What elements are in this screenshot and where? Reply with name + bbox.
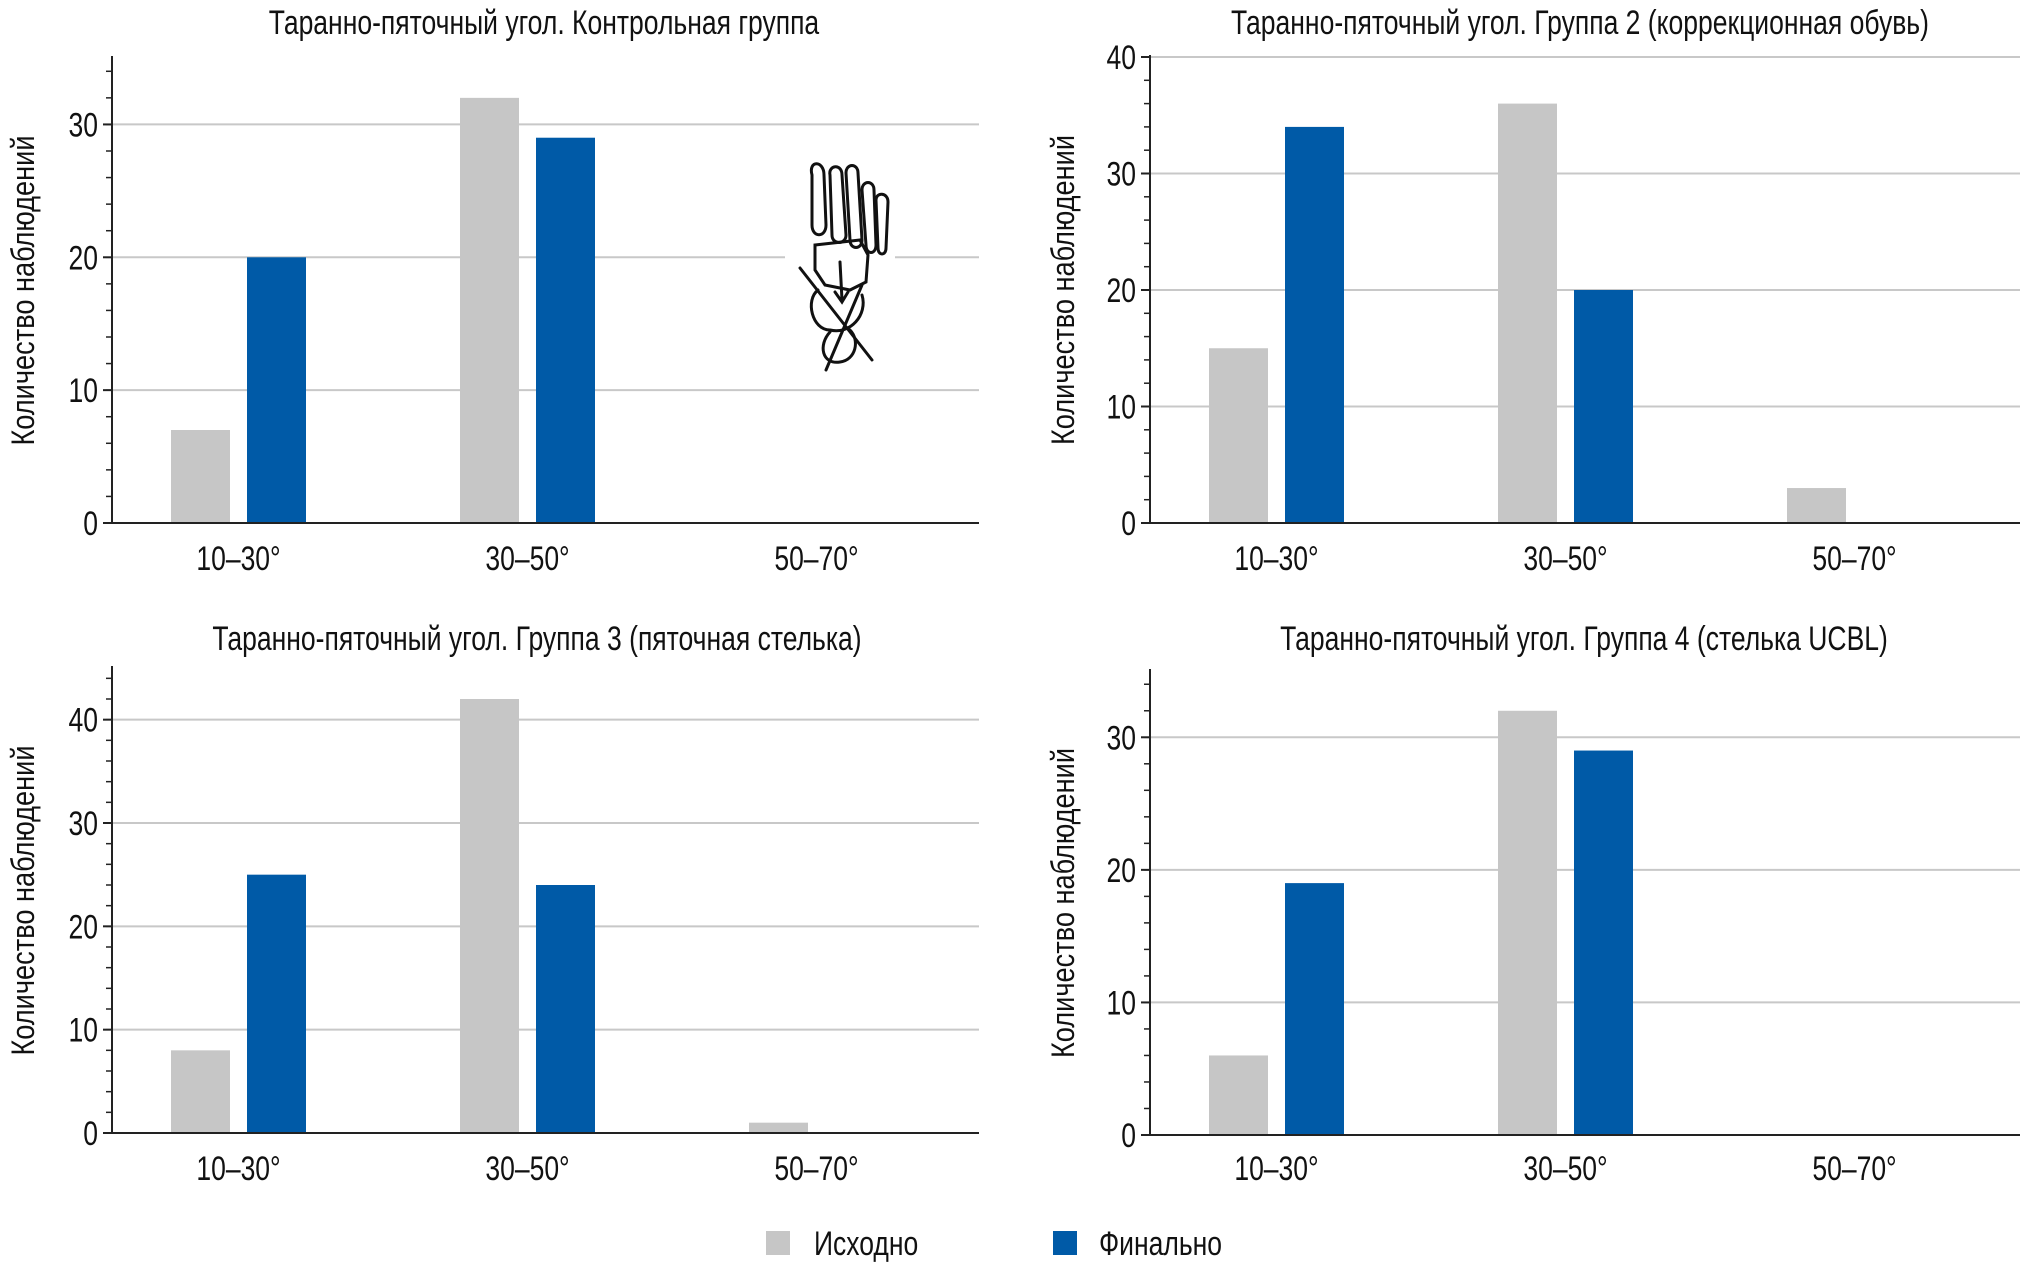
y-tick-label: 0 xyxy=(1121,1117,1136,1155)
legend-swatch-initial xyxy=(766,1231,790,1255)
x-tick-label: 10–30° xyxy=(196,1150,280,1188)
bar-initial xyxy=(460,699,519,1133)
bar-final xyxy=(247,874,306,1133)
foot-outline xyxy=(874,192,890,256)
bar-final xyxy=(536,137,595,523)
chart-title: Таранно-пяточный угол. Группа 3 (пяточна… xyxy=(212,620,861,658)
y-tick-label: 20 xyxy=(68,908,98,946)
y-tick-label: 30 xyxy=(1106,719,1136,757)
x-tick-label: 10–30° xyxy=(196,540,280,578)
foot-illustration-icon xyxy=(785,162,895,372)
y-tick-label: 0 xyxy=(83,1115,98,1153)
chart-title: Таранно-пяточный угол. Группа 4 (стелька… xyxy=(1280,620,1888,658)
y-tick-label: 10 xyxy=(1106,388,1136,426)
bar-final xyxy=(1285,126,1344,524)
y-axis-label: Количество наблюдений xyxy=(6,135,42,445)
legend-item-initial: Исходно xyxy=(766,1225,918,1263)
bar-final xyxy=(247,257,306,523)
bar-final xyxy=(536,885,595,1133)
y-tick-label: 40 xyxy=(1106,39,1136,77)
foot-outline xyxy=(833,260,850,305)
foot-outline xyxy=(813,238,870,292)
bar-final xyxy=(1574,290,1633,523)
bar-final xyxy=(1574,750,1633,1135)
foot-outline xyxy=(798,266,874,372)
x-tick-label: 50–70° xyxy=(774,540,858,578)
legend-label: Финально xyxy=(1099,1225,1222,1263)
y-tick-label: 0 xyxy=(83,505,98,543)
bar-initial xyxy=(171,430,230,523)
x-tick-label: 10–30° xyxy=(1234,1150,1318,1188)
x-tick-label: 30–50° xyxy=(1523,1150,1607,1188)
y-tick-label: 20 xyxy=(1106,272,1136,310)
x-tick-label: 50–70° xyxy=(1812,540,1896,578)
chart-panel-1: 0 10 20 30 10–30° 30–50° 50–70° Таранно-пяточны… xyxy=(6,4,979,578)
bar-initial xyxy=(1209,1055,1268,1135)
y-tick-label: 20 xyxy=(1106,852,1136,890)
y-tick-label: 10 xyxy=(68,372,98,410)
y-tick-label: 40 xyxy=(68,702,98,740)
y-tick-label: 20 xyxy=(68,239,98,277)
legend: Исходно Финально xyxy=(766,1225,1222,1263)
bar-initial xyxy=(749,1122,808,1133)
x-tick-label: 30–50° xyxy=(1523,540,1607,578)
bar-initial xyxy=(1498,710,1557,1135)
chart-panel-4: 0 10 20 30 10–30° 30–50° 50–70° Таранно-пяточны… xyxy=(1046,620,2020,1188)
y-tick-label: 0 xyxy=(1121,505,1136,543)
x-tick-label: 30–50° xyxy=(485,1150,569,1188)
y-tick-label: 30 xyxy=(1106,155,1136,193)
chart-title: Таранно-пяточный угол. Группа 2 (коррекц… xyxy=(1231,4,1929,42)
y-tick-label: 10 xyxy=(1106,984,1136,1022)
y-axis-label: Количество наблюдений xyxy=(1046,748,1082,1058)
chart-panel-3: 0 10 20 30 40 10–30° 30–50° 50–70° Таранно-пяточ… xyxy=(6,620,979,1188)
bar-initial xyxy=(171,1050,230,1133)
foot-outline xyxy=(860,181,878,254)
foot-outline xyxy=(809,162,828,237)
bar-initial xyxy=(1787,488,1846,523)
legend-item-final: Финально xyxy=(1053,1225,1222,1263)
legend-label: Исходно xyxy=(814,1225,918,1263)
x-tick-label: 30–50° xyxy=(485,540,569,578)
y-tick-label: 30 xyxy=(68,805,98,843)
x-tick-label: 50–70° xyxy=(774,1150,858,1188)
foot-outline xyxy=(809,288,865,333)
bar-initial xyxy=(460,97,519,523)
legend-swatch-final xyxy=(1053,1231,1077,1255)
bar-initial xyxy=(1498,103,1557,523)
chart-panel-2: 0 10 20 30 40 10–30° 30–50° 50–70° Таранно-пяточ… xyxy=(1046,4,2020,578)
y-axis-label: Количество наблюдений xyxy=(6,745,42,1055)
y-tick-label: 30 xyxy=(68,106,98,144)
x-tick-label: 50–70° xyxy=(1812,1150,1896,1188)
bar-initial xyxy=(1209,348,1268,523)
y-tick-label: 10 xyxy=(68,1012,98,1050)
x-tick-label: 10–30° xyxy=(1234,540,1318,578)
foot-outline xyxy=(828,165,848,244)
y-axis-label: Количество наблюдений xyxy=(1046,135,1082,445)
foot-outline xyxy=(844,164,864,249)
bar-final xyxy=(1285,883,1344,1135)
chart-title: Таранно-пяточный угол. Контрольная групп… xyxy=(269,4,819,42)
